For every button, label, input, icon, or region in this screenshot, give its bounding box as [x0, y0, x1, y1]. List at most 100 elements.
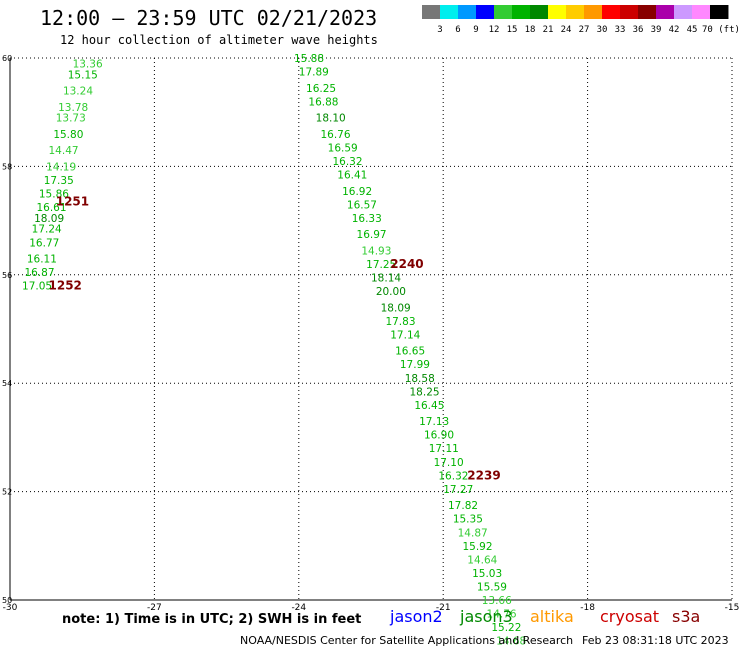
data-point-label: 17.24 — [32, 224, 62, 236]
x-tick-label: -18 — [580, 603, 595, 613]
legend-tick-label: 6 — [455, 25, 461, 35]
data-point-label: 18.25 — [410, 386, 440, 398]
time-label: 2239 — [467, 468, 500, 482]
data-point-label: 16.90 — [424, 430, 454, 442]
data-point-label: 18.58 — [405, 373, 435, 385]
data-point-label: 16.11 — [27, 254, 57, 266]
y-tick-label: 56 — [2, 271, 12, 280]
credit-text: NOAA/NESDIS Center for Satellite Applica… — [240, 634, 574, 647]
data-point-label: 16.77 — [29, 237, 59, 249]
data-point-label: 17.82 — [448, 500, 478, 512]
data-point-label: 16.97 — [357, 229, 387, 241]
data-point-label: 16.41 — [337, 170, 367, 182]
legend-tick-label: 18 — [524, 25, 536, 35]
data-point-label: 15.80 — [53, 129, 83, 141]
data-point-label: 16.33 — [352, 213, 382, 225]
data-point-label: 17.27 — [443, 484, 473, 496]
data-point-label: 13.73 — [56, 113, 86, 125]
data-point-label: 14.76 — [487, 609, 517, 621]
data-point-label: 17.13 — [419, 416, 449, 428]
data-point-label: 17.35 — [44, 175, 74, 187]
data-point-label: 17.14 — [390, 329, 420, 341]
time-label: 1251 — [56, 195, 89, 209]
y-tick-label: 54 — [2, 379, 12, 388]
data-point-label: 18.10 — [316, 113, 346, 125]
x-tick-label: -27 — [147, 603, 162, 613]
data-point-label: 16.92 — [342, 186, 372, 198]
data-point-label: 20.00 — [376, 286, 406, 298]
x-tick-label: -21 — [436, 603, 451, 613]
data-point-label: 13.36 — [73, 58, 103, 70]
x-tick-label: -24 — [291, 603, 306, 613]
data-point-label: 16.87 — [24, 267, 54, 279]
data-point-label: 16.88 — [308, 96, 338, 108]
legend-tick-label: 33 — [614, 25, 626, 35]
data-point-label: 16.61 — [36, 202, 66, 214]
time-label: 2240 — [390, 257, 423, 271]
y-tick-label: 50 — [2, 596, 12, 605]
data-point-label: 15.22 — [491, 622, 521, 634]
data-point-label: 14.87 — [458, 527, 488, 539]
legend-tick-label: 3 — [437, 25, 443, 35]
data-point-label: 17.83 — [385, 316, 415, 328]
legend-tick-label: 9 — [473, 25, 479, 35]
data-point-label: 16.32 — [332, 156, 362, 168]
legend-tick-label: 70 (ft) — [702, 25, 740, 35]
data-point-label: 15.15 — [68, 69, 98, 81]
legend-jason2: jason2 — [390, 607, 443, 626]
data-point-label: 17.89 — [299, 67, 329, 79]
x-tick-label: -15 — [725, 603, 740, 613]
data-point-label: 13.78 — [58, 102, 88, 114]
data-point-label: 13.66 — [482, 595, 512, 607]
legend-jason3: jason3 — [460, 607, 513, 626]
data-point-label: 15.35 — [453, 514, 483, 526]
color-legend: 3 6 9 12 15 18 21 24 27 30 33 36 39 42 45 70 (ft) — [422, 5, 740, 35]
data-point-label: 14.64 — [467, 554, 497, 566]
data-point-label: 15.03 — [472, 568, 502, 580]
legend-tick-label: 36 — [632, 25, 644, 35]
y-tick-label: 58 — [2, 162, 12, 171]
legend-tick-label: 24 — [560, 25, 572, 35]
y-tick-label: 52 — [2, 488, 12, 497]
data-point-label: 16.32 — [438, 470, 468, 482]
legend-swatch — [710, 5, 729, 19]
data-point-label: 16.76 — [320, 129, 350, 141]
data-point-label: 18.09 — [381, 302, 411, 314]
data-point-label: 17.99 — [400, 359, 430, 371]
legend-tick-label: 15 — [506, 25, 518, 35]
legend-tick-label: 42 — [668, 25, 680, 35]
legend-tick-label: 39 — [650, 25, 662, 35]
y-tick-label: 60 — [2, 54, 12, 63]
legend-cryosat: cryosat — [600, 607, 660, 626]
data-point-label: 17.05 — [22, 281, 52, 293]
data-point-label: 15.88 — [294, 53, 324, 65]
data-point-label: 13.24 — [63, 86, 93, 98]
data-point-label: 17.11 — [429, 443, 459, 455]
data-point-label: 17.10 — [434, 457, 464, 469]
data-point-label: 16.25 — [306, 83, 336, 95]
data-point-label: 14.47 — [49, 145, 79, 157]
page-title: 12:00 – 23:59 UTC 02/21/2023 — [40, 6, 378, 30]
legend-tick-label: 21 — [542, 25, 554, 35]
x-tick-label: -30 — [3, 603, 18, 613]
footer-note: note: 1) Time is in UTC; 2) SWH is in fe… — [62, 612, 362, 627]
legend-tick-label: 12 — [488, 25, 500, 35]
legend-tick-label: 27 — [578, 25, 590, 35]
data-point-label: 15.59 — [477, 581, 507, 593]
data-point-label: 15.92 — [462, 541, 492, 553]
data-point-label: 16.45 — [414, 400, 444, 412]
legend-s3a: s3a — [672, 607, 701, 626]
data-point-label: 14.93 — [361, 245, 391, 257]
generated-timestamp: Feb 23 08:31:18 UTC 2023 — [582, 634, 729, 647]
legend-tick-label: 30 — [596, 25, 608, 35]
data-point-label: 18.14 — [371, 273, 401, 285]
data-point-label: 16.59 — [328, 142, 358, 154]
data-point-label: 15.86 — [39, 189, 69, 201]
data-point-label: 17.25 — [366, 259, 396, 271]
data-point-label: 14.19 — [46, 161, 76, 173]
data-point-label: 14.68 — [496, 636, 526, 648]
legend-tick-label: 45 — [686, 25, 698, 35]
page-subtitle: 12 hour collection of altimeter wave hei… — [60, 33, 378, 47]
data-point-label: 16.57 — [347, 199, 377, 211]
